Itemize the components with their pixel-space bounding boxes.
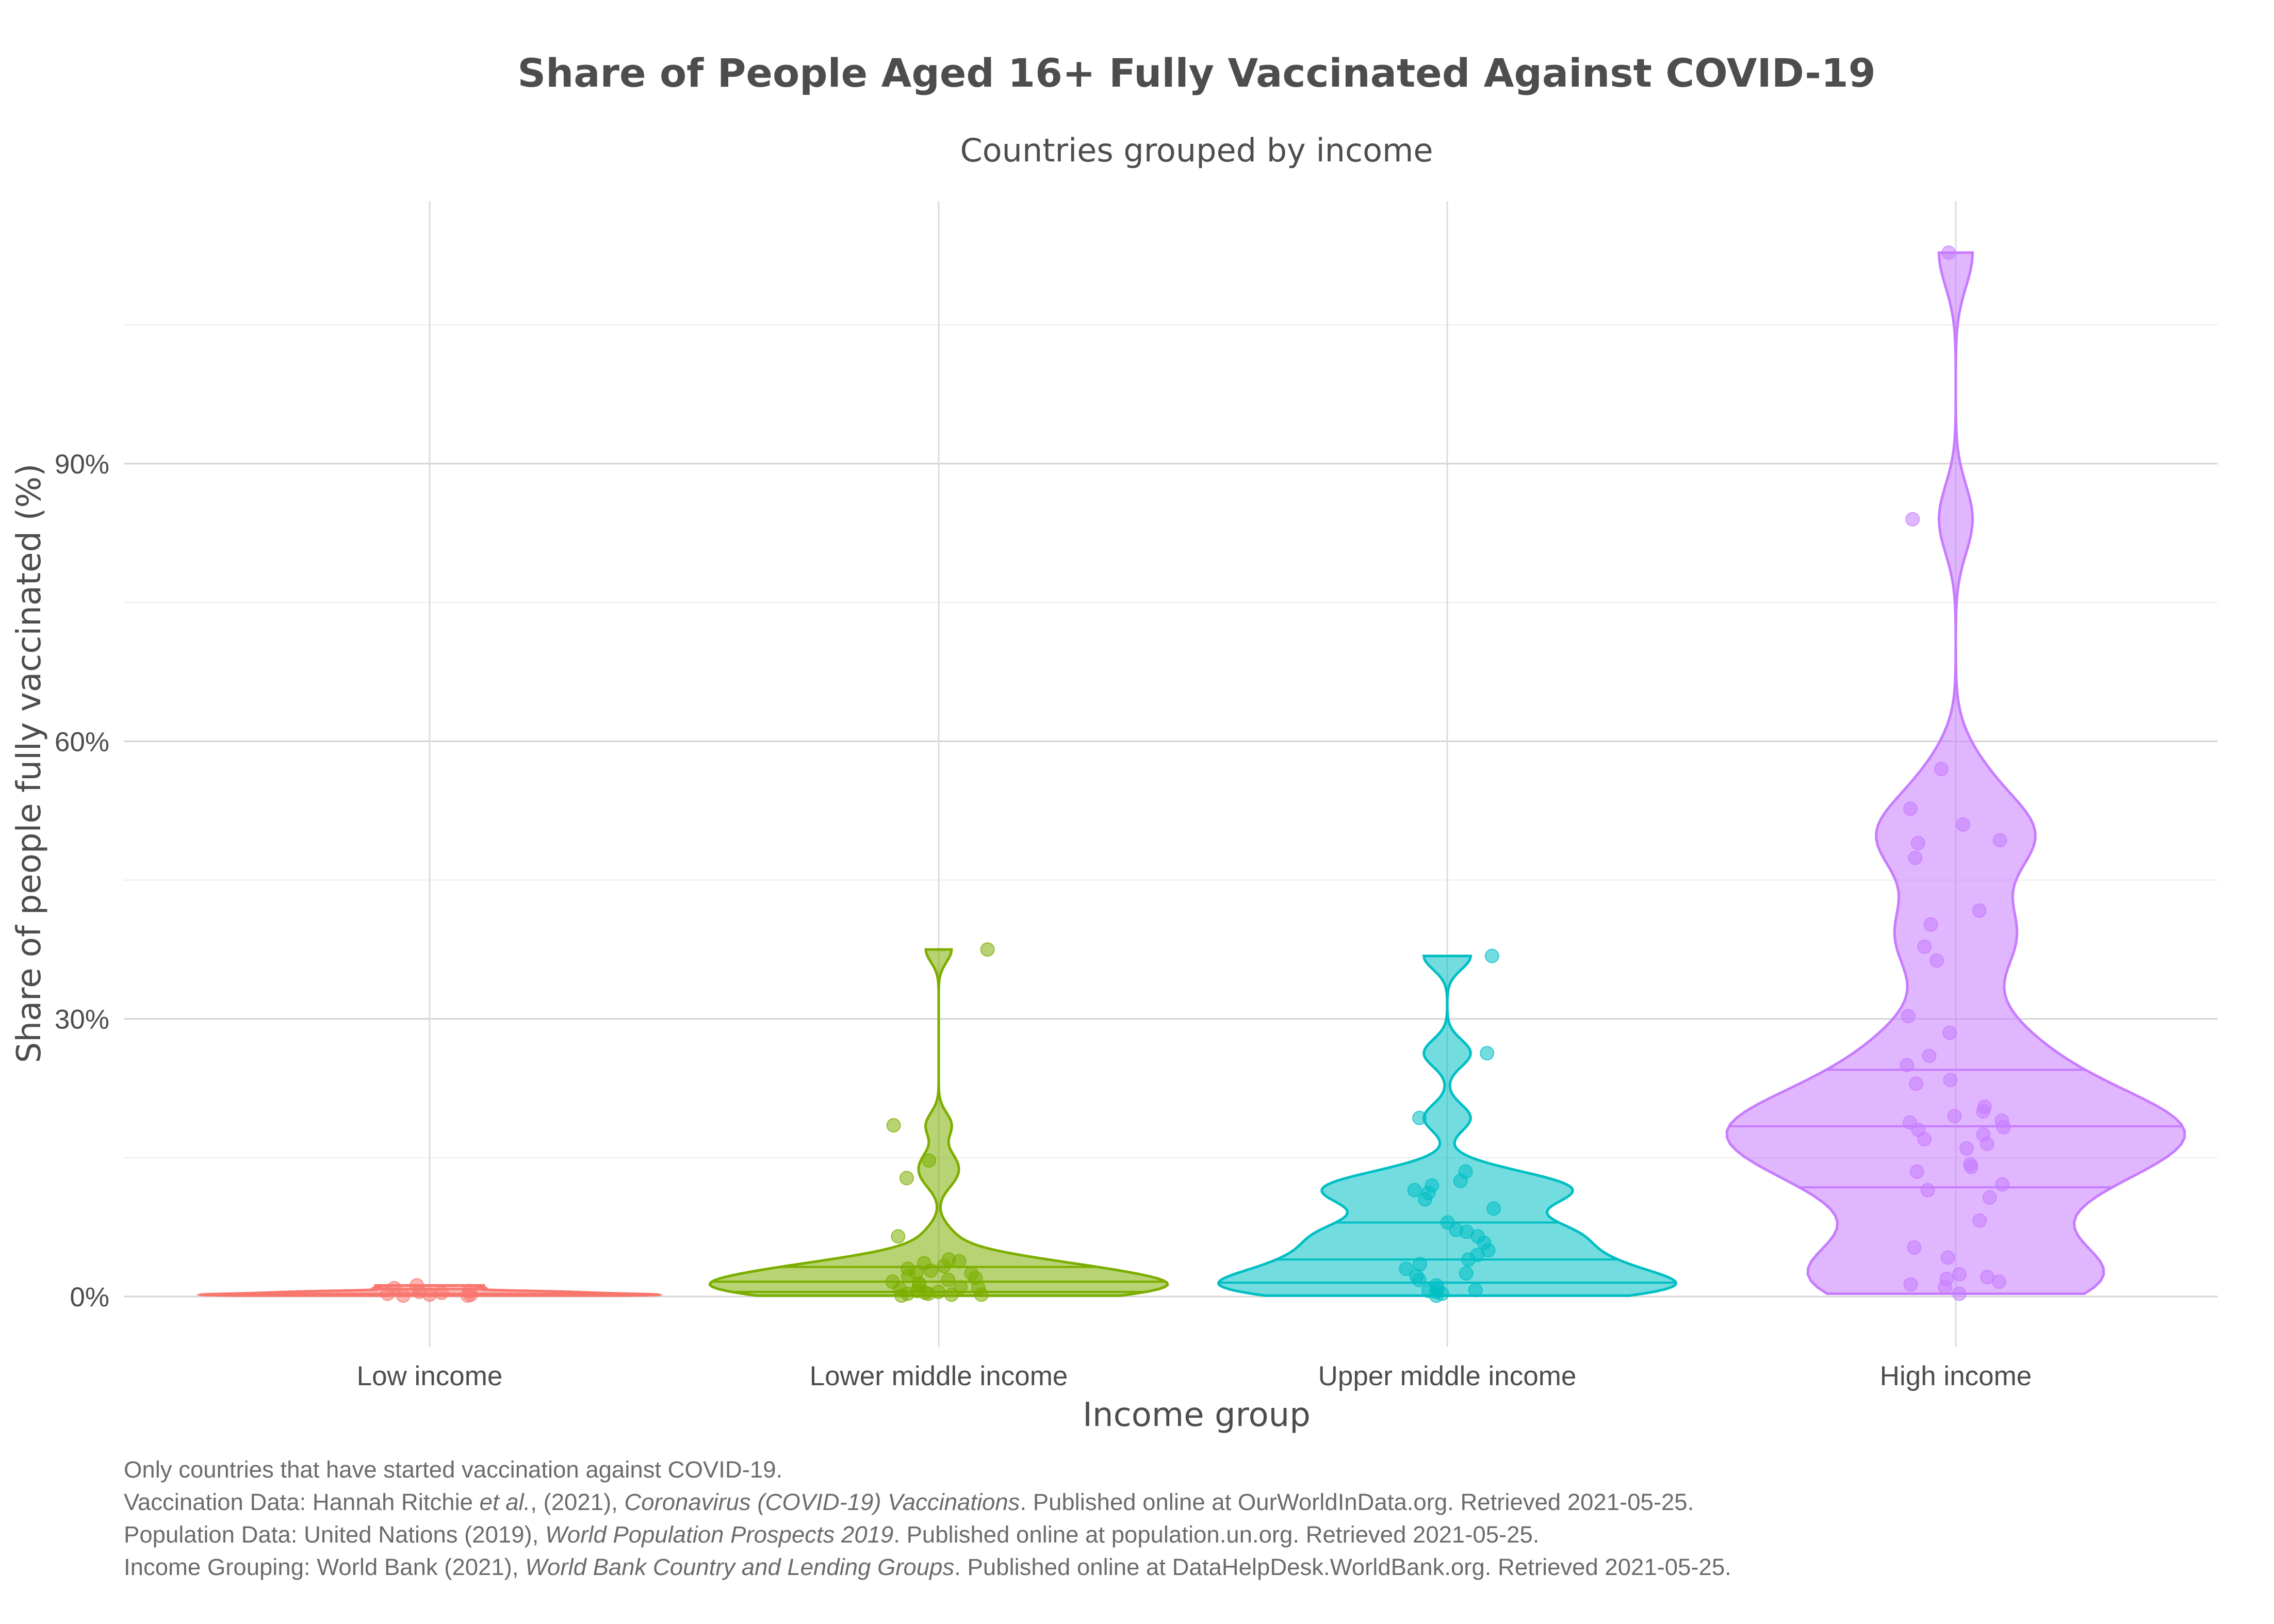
data-point — [1903, 1277, 1918, 1292]
data-point — [964, 1266, 979, 1281]
data-point — [1468, 1283, 1483, 1298]
data-point — [1952, 1267, 1967, 1282]
data-point — [941, 1252, 956, 1267]
data-point — [1399, 1261, 1414, 1276]
data-point — [1956, 817, 1971, 832]
data-point — [1440, 1215, 1455, 1230]
data-point — [1995, 1177, 2010, 1192]
data-point — [1407, 1183, 1422, 1198]
chart-title: Share of People Aged 16+ Fully Vaccinate… — [517, 50, 1875, 96]
data-point — [422, 1287, 437, 1302]
y-axis-ticks: 0% 30% 60% 90% — [55, 449, 109, 1313]
data-point — [1922, 1048, 1937, 1063]
violin-group — [1217, 948, 1678, 1303]
data-point — [1425, 1178, 1439, 1193]
data-point — [1977, 1100, 1992, 1114]
chart-caption: Only countries that have started vaccina… — [124, 1453, 1731, 1583]
data-point — [1909, 1164, 1924, 1179]
data-point — [1903, 1115, 1917, 1130]
data-point — [941, 1272, 956, 1287]
x-tick-label: Upper middle income — [1318, 1361, 1577, 1391]
violin-group — [196, 1278, 663, 1303]
data-point — [1982, 1190, 1997, 1205]
data-point — [1484, 948, 1499, 963]
data-point — [1910, 835, 1925, 850]
caption-line-4: Income Grouping: World Bank (2021), Worl… — [124, 1554, 1731, 1580]
violin-shape — [1725, 251, 2186, 1295]
x-tick-label: Lower middle income — [810, 1361, 1068, 1391]
chart-subtitle: Countries grouped by income — [960, 132, 1433, 169]
data-point — [1940, 1250, 1955, 1265]
data-point — [462, 1284, 477, 1299]
data-point — [396, 1288, 411, 1303]
x-axis-title: Income group — [1083, 1396, 1311, 1434]
y-tick-label: 90% — [55, 449, 109, 480]
data-point — [1929, 953, 1944, 968]
data-point — [1909, 1076, 1924, 1091]
caption-line-1: Only countries that have started vaccina… — [124, 1456, 783, 1483]
y-tick-label: 0% — [70, 1282, 109, 1313]
data-point — [1939, 1271, 1954, 1286]
data-point — [1941, 245, 1956, 260]
data-point — [1900, 1058, 1915, 1073]
data-point — [1952, 1286, 1967, 1301]
data-point — [891, 1229, 906, 1244]
data-point — [1486, 1201, 1501, 1216]
y-tick-label: 30% — [55, 1005, 109, 1035]
x-axis-ticks: Low income Lower middle income Upper middl… — [357, 1361, 2032, 1391]
data-point — [1901, 1009, 1916, 1024]
y-tick-label: 60% — [55, 727, 109, 757]
data-point — [1412, 1110, 1427, 1125]
data-point — [1947, 1109, 1962, 1124]
data-point — [1458, 1164, 1473, 1179]
data-point — [918, 1285, 932, 1300]
caption-line-3: Population Data: United Nations (2019), … — [124, 1521, 1540, 1548]
data-point — [885, 1274, 900, 1289]
data-point — [944, 1287, 959, 1302]
data-point — [1976, 1127, 1991, 1142]
data-point — [1480, 1046, 1495, 1061]
data-point — [1412, 1257, 1427, 1272]
data-point — [1903, 801, 1918, 816]
data-point — [1959, 1141, 1974, 1156]
data-point — [1934, 762, 1949, 777]
data-point — [1942, 1025, 1957, 1040]
data-point — [1943, 1073, 1958, 1088]
data-point — [1992, 833, 2007, 848]
data-point — [1920, 1183, 1935, 1198]
data-point — [1905, 512, 1920, 527]
data-point — [886, 1118, 901, 1133]
data-point — [1917, 939, 1932, 954]
data-point — [1421, 1284, 1436, 1299]
data-point — [971, 1281, 986, 1295]
data-point — [922, 1153, 937, 1168]
x-tick-label: Low income — [357, 1361, 503, 1391]
violin-shape — [708, 948, 1169, 1297]
data-point — [899, 1171, 914, 1186]
data-point — [1980, 1270, 1995, 1285]
data-point — [931, 1285, 946, 1299]
data-point — [1908, 850, 1923, 865]
data-point — [434, 1285, 449, 1300]
violin-group — [1725, 245, 2186, 1301]
data-point — [1923, 917, 1938, 932]
data-point — [909, 1265, 924, 1280]
data-point — [410, 1278, 424, 1293]
x-tick-label: High income — [1880, 1361, 2032, 1391]
data-point — [1994, 1113, 2009, 1128]
data-point — [1459, 1266, 1474, 1281]
caption-line-2: Vaccination Data: Hannah Ritchie et al.,… — [124, 1489, 1694, 1515]
y-axis-title: Share of people fully vaccinated (%) — [10, 464, 48, 1063]
data-point — [1972, 903, 1987, 918]
violin-shape — [1217, 955, 1678, 1297]
data-point — [1963, 1157, 1978, 1172]
data-point — [1972, 1213, 1987, 1228]
violin-group — [708, 942, 1169, 1303]
violins — [196, 245, 2186, 1303]
data-point — [1907, 1240, 1922, 1255]
data-point — [980, 942, 995, 957]
